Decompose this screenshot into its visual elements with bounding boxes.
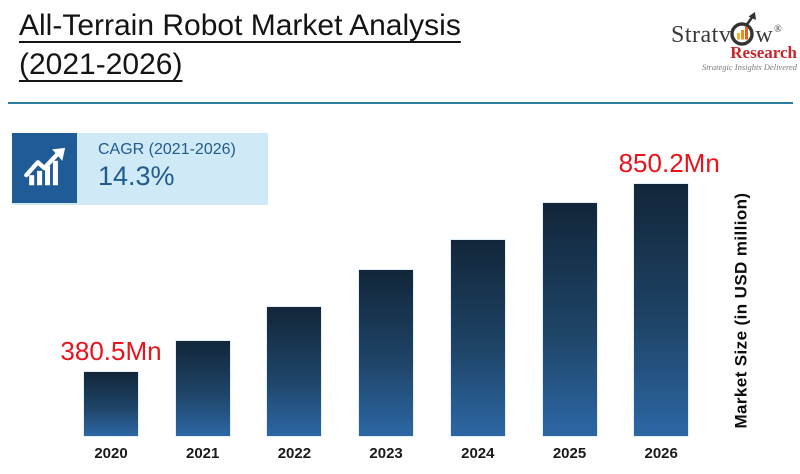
brand-tagline: Strategic Insights Delivered [701,62,797,72]
magnifier-chart-icon [730,12,757,61]
registered-mark: ® [774,24,783,35]
header-divider [8,102,793,104]
x-tick-label-2023: 2023 [369,445,403,462]
bar-2024 [450,240,505,436]
page-title: All-Terrain Robot Market Analysis (2021-… [19,6,461,84]
x-tick-label-2026: 2026 [644,445,678,462]
y-axis-label: Market Size (in USD million) [731,192,751,429]
cagr-label: CAGR (2021-2026) [98,141,236,158]
brand-text-suffix: w [755,22,774,48]
x-tick-label-2025: 2025 [552,445,587,462]
brand-division: Research [730,43,797,62]
title-line-1: All-Terrain Robot Market Analysis [19,9,461,42]
cagr-text: CAGR (2021-2026) 14.3% [77,133,236,205]
cagr-value: 14.3% [98,161,175,191]
x-tick-label-2020: 2020 [94,445,128,462]
x-tick-label-2022: 2022 [277,445,312,462]
bar-2022 [267,307,322,436]
title-line-2: (2021-2026) [19,48,183,81]
brand-text-prefix: Stratv [671,22,732,48]
bar-2020 [84,372,138,436]
x-tick-label-2021: 2021 [186,445,220,462]
x-tick-label-2024: 2024 [461,445,495,462]
brand-wordmark: Stratv w ® [671,6,797,48]
data-label-2020: 380.5Mn [60,336,162,366]
bar-2023 [359,270,414,436]
bar-2025 [542,203,597,436]
data-label-2026: 850.2Mn [618,148,720,178]
bar-2021 [175,341,230,436]
bar-2026 [634,184,689,436]
cagr-panel: CAGR (2021-2026) 14.3% [12,133,268,205]
brand-logo: Stratv w ® Research Strategic Insights D… [671,6,797,73]
growth-chart-icon [12,133,77,203]
